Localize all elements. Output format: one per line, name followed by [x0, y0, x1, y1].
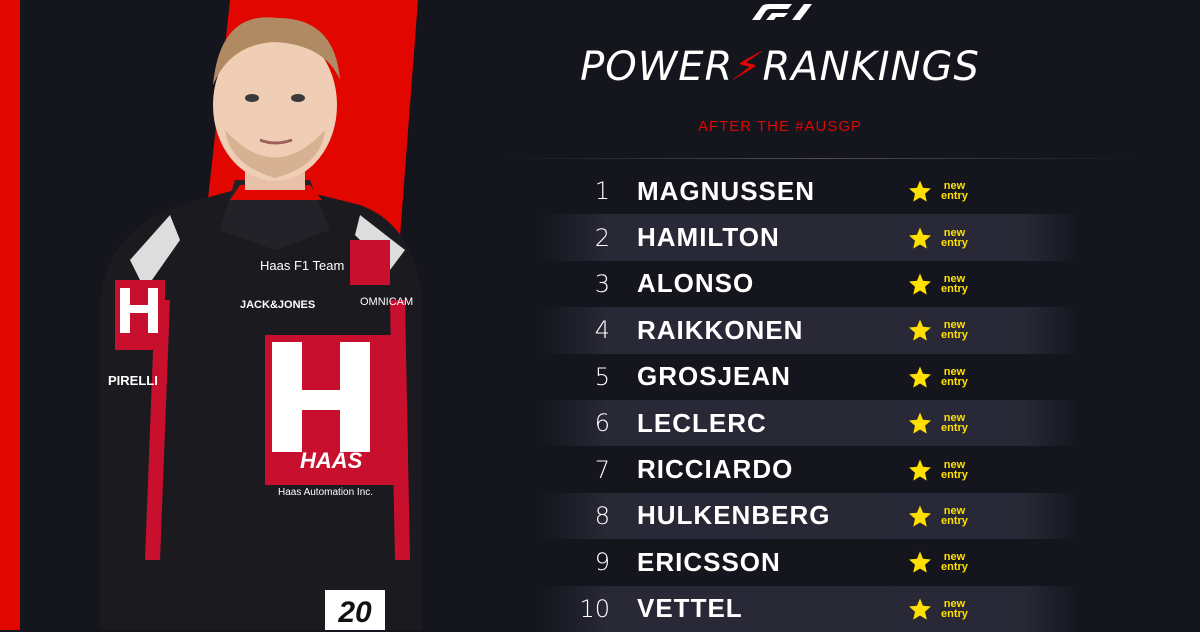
- new-entry-badge: new entry: [941, 504, 968, 527]
- star-icon: [907, 596, 933, 622]
- badge-line-new: new: [943, 504, 966, 517]
- new-entry-badge: new entry: [941, 180, 968, 203]
- sponsor-pirelli-text: PIRELLI: [108, 373, 158, 388]
- ranking-position: 5: [594, 362, 610, 391]
- star-icon: [907, 549, 933, 575]
- new-entry-badge: new entry: [941, 458, 968, 481]
- badge-line-entry: entry: [941, 607, 968, 620]
- star-icon: [907, 503, 933, 529]
- driver-name: VETTEL: [637, 593, 743, 624]
- badge-line-new: new: [943, 319, 966, 332]
- badge-line-entry: entry: [941, 375, 968, 388]
- ranking-position: 6: [594, 409, 610, 438]
- badge-line-entry: entry: [941, 514, 968, 527]
- new-entry-badge: new entry: [941, 272, 968, 295]
- ranking-position: 3: [594, 269, 610, 298]
- star-icon: [907, 271, 933, 297]
- haas-chest-text: HAAS: [300, 448, 363, 473]
- ranking-position: 1: [594, 177, 610, 206]
- page-subtitle: AFTER THE #AUSGP: [697, 118, 863, 135]
- new-entry-badge: new entry: [941, 365, 968, 388]
- ranking-position: 4: [594, 316, 610, 345]
- f1-logo: [752, 4, 812, 20]
- star-icon: [907, 225, 933, 251]
- driver-number: 20: [337, 596, 372, 629]
- ranking-row: 8 HULKENBERG new entry: [540, 492, 1080, 540]
- badge-line-new: new: [943, 597, 966, 610]
- driver-name: LECLERC: [637, 407, 767, 438]
- driver-figure: 20 Haas F1 Team JACK&JONES OMNICAM PIREL…: [100, 17, 422, 630]
- haas-automation-text: Haas Automation Inc.: [278, 487, 373, 498]
- badge-line-entry: entry: [941, 329, 968, 342]
- title-rankings: RANKINGS: [762, 44, 980, 90]
- header-divider: [500, 158, 1140, 159]
- ranking-position: 7: [594, 455, 610, 484]
- badge-line-entry: entry: [941, 468, 968, 481]
- ranking-row: 1 MAGNUSSEN new entry: [540, 168, 1080, 214]
- ranking-row: 6 LECLERC new entry: [540, 399, 1080, 447]
- star-icon: [907, 364, 933, 390]
- ranking-row: 9 ERICSSON new entry: [540, 539, 1080, 585]
- driver-portrait: 20 Haas F1 Team JACK&JONES OMNICAM PIREL…: [0, 0, 470, 630]
- ranking-row: 5 GROSJEAN new entry: [540, 354, 1080, 400]
- driver-name: MAGNUSSEN: [637, 175, 816, 206]
- badge-line-new: new: [943, 458, 966, 471]
- ranking-row: 7 RICCIARDO new entry: [540, 446, 1080, 492]
- star-icon: [907, 457, 933, 483]
- badge-line-entry: entry: [941, 282, 968, 295]
- badge-line-new: new: [943, 226, 966, 239]
- ranking-position: 9: [594, 548, 610, 577]
- new-entry-badge: new entry: [941, 412, 968, 435]
- new-entry-badge: new entry: [941, 319, 968, 342]
- haas-team-text: Haas F1 Team: [260, 258, 344, 273]
- driver-name: GROSJEAN: [637, 361, 791, 392]
- rankings-list: 1 MAGNUSSEN new entry 2 HAMILTON new entry 3 ALON…: [540, 168, 1080, 632]
- sponsor-jackjones-text: JACK&JONES: [240, 299, 315, 311]
- driver-name: ERICSSON: [637, 546, 781, 577]
- new-entry-badge: new entry: [941, 226, 968, 249]
- badge-line-new: new: [943, 551, 966, 564]
- page-title: POWER⚡RANKINGS: [520, 44, 1040, 90]
- star-icon: [907, 410, 933, 436]
- badge-line-entry: entry: [941, 236, 968, 249]
- title-power: POWER: [580, 44, 734, 90]
- driver-name: RICCIARDO: [637, 454, 794, 485]
- ranking-position: 2: [594, 223, 610, 252]
- ranking-row: 10 VETTEL new entry: [540, 585, 1080, 632]
- ranking-position: 8: [594, 501, 610, 530]
- star-icon: [907, 317, 933, 343]
- badge-line-entry: entry: [941, 561, 968, 574]
- ranking-position: 10: [579, 594, 610, 623]
- driver-name: HULKENBERG: [637, 500, 831, 531]
- ranking-row: 3 ALONSO new entry: [540, 261, 1080, 307]
- badge-line-new: new: [943, 180, 966, 193]
- badge-line-new: new: [943, 365, 966, 378]
- driver-name: RAIKKONEN: [637, 314, 804, 345]
- ranking-row: 4 RAIKKONEN new entry: [540, 307, 1080, 354]
- star-icon: [907, 178, 933, 204]
- driver-name: HAMILTON: [637, 222, 780, 253]
- ranking-row: 2 HAMILTON new entry: [540, 214, 1080, 261]
- badge-line-entry: entry: [941, 190, 968, 203]
- new-entry-badge: new entry: [941, 551, 968, 574]
- badge-line-entry: entry: [941, 422, 968, 435]
- sponsor-omnicam-text: OMNICAM: [360, 296, 413, 308]
- badge-line-new: new: [943, 412, 966, 425]
- badge-line-new: new: [943, 272, 966, 285]
- driver-name: ALONSO: [637, 268, 755, 299]
- new-entry-badge: new entry: [941, 597, 968, 620]
